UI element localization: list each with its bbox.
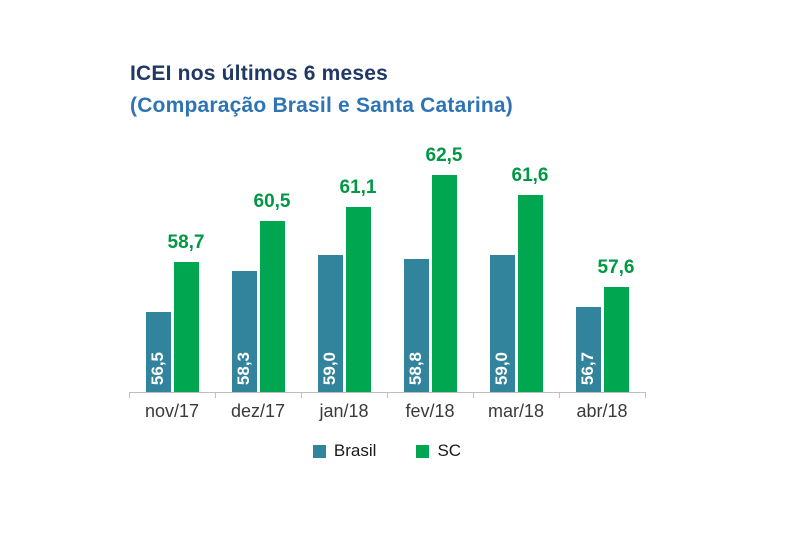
bar-pair: 56,5 58,7 (129, 152, 215, 392)
chart-subtitle: (Comparação Brasil e Santa Catarina) (130, 94, 513, 117)
x-axis-tick (644, 392, 646, 398)
data-label-sc: 61,1 (339, 176, 377, 198)
data-label-sc: 57,6 (597, 256, 635, 278)
x-axis-tick (472, 392, 474, 398)
legend-label: Brasil (333, 441, 377, 460)
legend-item-sc: SC (416, 441, 461, 461)
bar-pair: 58,3 60,5 (215, 152, 301, 392)
bar-group-dez-17: 58,3 60,5 dez/17 (215, 152, 301, 421)
x-axis-tick (558, 392, 560, 398)
bar-sc-mar-18: 61,6 (512, 165, 548, 392)
bar-group-fev-18: 58,8 62,5 fev/18 (387, 145, 473, 421)
bar-pair: 58,8 62,5 (387, 145, 473, 392)
x-axis-label: abr/18 (576, 401, 628, 421)
data-label-sc: 62,5 (425, 144, 463, 166)
x-axis-tick (214, 392, 216, 398)
data-label-brasil: 56,5 (148, 351, 167, 385)
bar-sc-nov-17: 58,7 (168, 232, 204, 392)
data-label-brasil: 58,8 (406, 351, 425, 385)
legend-swatch-icon (416, 444, 430, 458)
data-label-sc: 60,5 (253, 190, 291, 212)
x-axis-label: jan/18 (319, 401, 369, 421)
bar-sc-fev-18: 62,5 (426, 145, 462, 392)
data-label-brasil: 59,0 (320, 351, 339, 385)
bar-pair: 59,0 61,6 (473, 152, 559, 392)
bar-group-abr-18: 56,7 57,6 abr/18 (559, 152, 645, 421)
data-label-sc: 61,6 (511, 165, 549, 187)
bar-sc-jan-18: 61,1 (340, 177, 376, 392)
legend-label: SC (437, 441, 462, 460)
x-axis-tick (300, 392, 302, 398)
plot-area: 56,5 58,7 nov/17 58,3 60,5 dez/17 59,0 61,1 jan/… (128, 145, 646, 421)
data-label-sc: 58,7 (167, 231, 205, 253)
x-axis-label: mar/18 (487, 401, 545, 421)
legend-item-brasil: Brasil (312, 441, 377, 461)
x-axis-label: dez/17 (230, 401, 286, 421)
legend-swatch-icon (312, 444, 326, 458)
data-label-brasil: 59,0 (492, 351, 511, 385)
bar-group-jan-18: 59,0 61,1 jan/18 (301, 152, 387, 421)
bar-brasil-fev-18: 58,8 (403, 259, 429, 392)
bar-brasil-abr-18: 56,7 (575, 307, 601, 392)
bar-brasil-dez-17: 58,3 (231, 270, 257, 392)
bar-pair: 56,7 57,6 (559, 152, 645, 392)
x-axis-tick (386, 392, 388, 398)
bar-pair: 59,0 61,1 (301, 152, 387, 392)
data-label-brasil: 58,3 (234, 351, 253, 385)
bar-brasil-jan-18: 59,0 (317, 254, 343, 392)
data-label-brasil: 56,7 (578, 351, 597, 385)
chart-title: ICEI nos últimos 6 meses (130, 62, 389, 85)
bar-sc-dez-17: 60,5 (254, 191, 290, 392)
x-axis-label: fev/18 (405, 401, 455, 421)
bar-brasil-mar-18: 59,0 (489, 254, 515, 392)
bar-group-mar-18: 59,0 61,6 mar/18 (473, 152, 559, 421)
x-axis-tick (128, 392, 130, 398)
x-axis-label: nov/17 (144, 401, 200, 421)
bar-group-nov-17: 56,5 58,7 nov/17 (129, 152, 215, 421)
legend: Brasil SC (129, 441, 645, 461)
bar-brasil-nov-17: 56,5 (145, 312, 171, 392)
bar-sc-abr-18: 57,6 (598, 257, 634, 392)
